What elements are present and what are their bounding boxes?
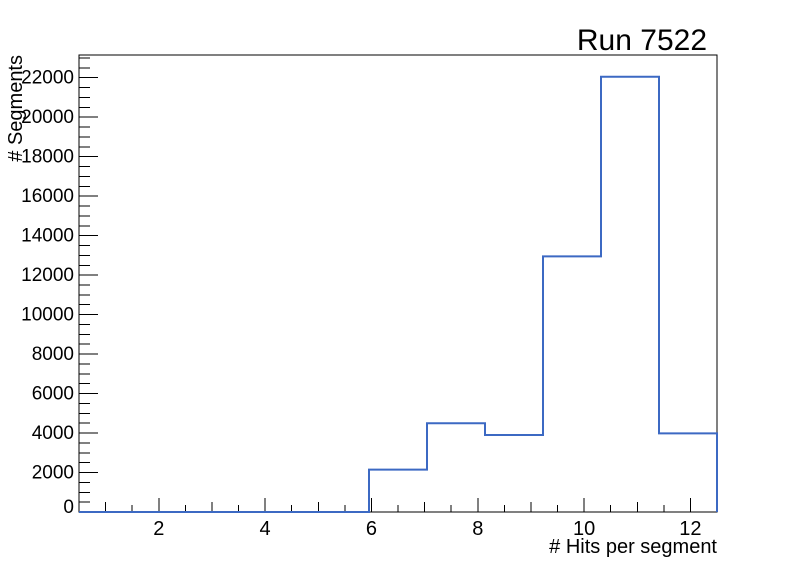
y-axis-title: # Segments bbox=[5, 55, 27, 162]
plot-frame bbox=[78, 54, 718, 513]
x-tick-label: 8 bbox=[472, 518, 483, 540]
y-tick-label: 16000 bbox=[21, 186, 74, 207]
y-tick-label: 2000 bbox=[32, 463, 74, 484]
x-tick-label: 4 bbox=[260, 518, 271, 540]
y-tick-label: 6000 bbox=[32, 384, 74, 405]
y-tick-label: 0 bbox=[63, 497, 74, 518]
y-tick-label: 4000 bbox=[32, 423, 74, 444]
y-tick-label: 10000 bbox=[21, 305, 74, 326]
y-tick-label: 20000 bbox=[21, 107, 74, 128]
histogram-line bbox=[79, 75, 718, 513]
x-tick-label: 6 bbox=[366, 518, 377, 540]
x-tick-label: 10 bbox=[573, 518, 595, 540]
plot-title: Run 7522 bbox=[577, 24, 707, 57]
x-tick-label: 12 bbox=[679, 518, 701, 540]
y-tick-label: 14000 bbox=[21, 226, 74, 247]
y-tick-label: 12000 bbox=[21, 265, 74, 286]
y-tick-label: 18000 bbox=[21, 147, 74, 168]
x-axis-title: # Hits per segment bbox=[549, 536, 717, 558]
x-tick-label: 2 bbox=[153, 518, 164, 540]
y-tick-label: 8000 bbox=[32, 344, 74, 365]
y-tick-label: 22000 bbox=[21, 68, 74, 89]
